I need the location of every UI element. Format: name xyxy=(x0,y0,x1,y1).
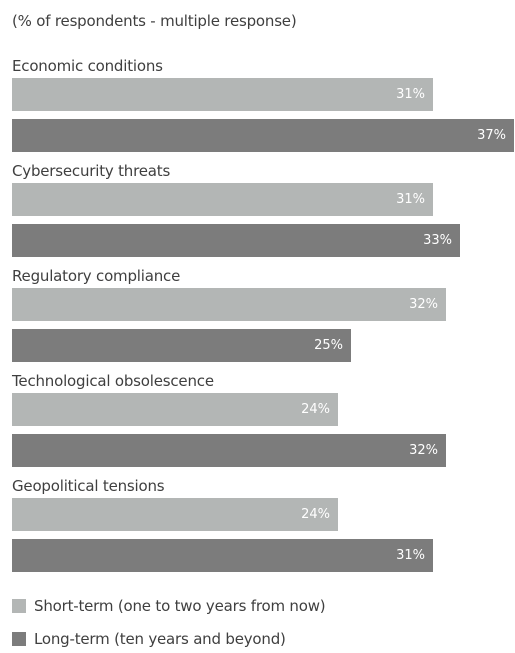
legend-item: Short-term (one to two years from now) xyxy=(12,597,326,615)
category-label: Economic conditions xyxy=(12,57,163,75)
chart-subtitle: (% of respondents - multiple response) xyxy=(12,12,297,30)
data-label: 24% xyxy=(301,507,330,522)
data-label: 31% xyxy=(396,548,425,563)
bar-short-term: 31% xyxy=(12,183,433,216)
data-label: 32% xyxy=(409,297,438,312)
category-label: Cybersecurity threats xyxy=(12,162,171,180)
data-label: 25% xyxy=(314,338,343,353)
category-label: Regulatory compliance xyxy=(12,267,181,285)
legend-item: Long-term (ten years and beyond) xyxy=(12,630,286,648)
bar-long-term: 31% xyxy=(12,539,433,572)
data-label: 31% xyxy=(396,192,425,207)
bar-short-term: 31% xyxy=(12,78,433,111)
bar-long-term: 37% xyxy=(12,119,514,152)
legend-label: Long-term (ten years and beyond) xyxy=(34,630,286,648)
data-label: 31% xyxy=(396,87,425,102)
category-label: Geopolitical tensions xyxy=(12,477,165,495)
bar-long-term: 32% xyxy=(12,434,446,467)
bar-short-term: 24% xyxy=(12,393,338,426)
bar-long-term: 25% xyxy=(12,329,351,362)
data-label: 32% xyxy=(409,443,438,458)
data-label: 33% xyxy=(423,233,452,248)
bar-short-term: 24% xyxy=(12,498,338,531)
legend-swatch xyxy=(12,599,26,613)
category-label: Technological obsolescence xyxy=(12,372,214,390)
data-label: 24% xyxy=(301,402,330,417)
bar-long-term: 33% xyxy=(12,224,460,257)
legend-swatch xyxy=(12,632,26,646)
bar-short-term: 32% xyxy=(12,288,446,321)
legend-label: Short-term (one to two years from now) xyxy=(34,597,326,615)
data-label: 37% xyxy=(477,128,506,143)
